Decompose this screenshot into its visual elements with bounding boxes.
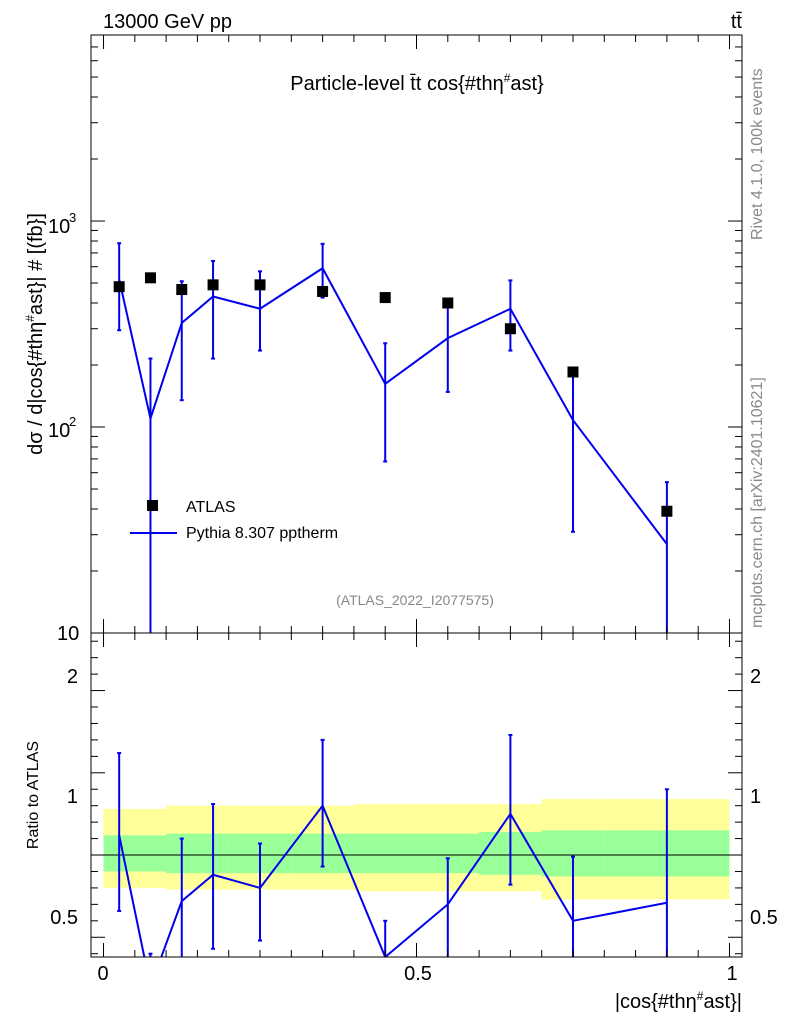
atlas-data-point	[254, 279, 266, 291]
atlas-data-point	[113, 281, 125, 293]
ratio-y-tick-label-1: 1	[67, 786, 78, 808]
ratio-plot-area	[91, 733, 742, 957]
legend-mc-label: Pythia 8.307 pptherm	[186, 525, 338, 542]
svg-text:10: 10	[48, 420, 70, 442]
header-energy-label: 13000 GeV pp	[103, 11, 232, 33]
ratio-y-tick-label-0.5: 0.5	[50, 907, 78, 929]
x-axis-label: |cos{#thη#ast}|	[615, 989, 742, 1013]
svg-text:10: 10	[48, 216, 70, 238]
ratio-y-tick-label-right-0.5: 0.5	[750, 907, 778, 929]
ratio-axis-ticks	[91, 633, 742, 957]
ratio-panel: Ratio to ATLAS 2 1 0.5 2 1 0.5 0 0.5 1 |…	[25, 632, 778, 1013]
x-tick-label-0: 0	[97, 963, 108, 985]
atlas-data-point	[442, 297, 454, 309]
ratio-frame	[90, 632, 743, 958]
y-tick-label-1000: 10 3	[48, 210, 76, 238]
main-y-axis-label: dσ / d|cos{#thη#ast}| # [(fb}]	[23, 213, 47, 455]
ratio-band-inner	[353, 833, 417, 874]
mcplots-label: mcplots.cern.ch [arXiv:2401.10621]	[749, 377, 766, 628]
atlas-data-point	[379, 292, 391, 304]
x-tick-label-0.5: 0.5	[404, 963, 432, 985]
atlas-data-point	[144, 272, 156, 284]
legend-data-marker	[147, 500, 158, 511]
ratio-series-line	[118, 803, 668, 957]
mc-series-line	[118, 266, 668, 545]
atlas-data-point	[317, 285, 329, 297]
header-process-label: tt̄	[731, 11, 743, 33]
ratio-y-tick-label-right-1: 1	[750, 786, 761, 808]
rivet-version-label: Rivet 4.1.0, 100k events	[749, 68, 766, 240]
main-title: Particle-level t̄t cos{#thη#ast}	[290, 71, 544, 95]
analysis-watermark: (ATLAS_2022_I2077575)	[336, 592, 494, 608]
svg-text:2: 2	[69, 414, 76, 429]
main-axis-ticks	[91, 34, 742, 634]
main-panel: Particle-level t̄t cos{#thη#ast} dσ / d|…	[23, 34, 743, 645]
main-plot-area	[113, 242, 673, 633]
legend-data-label: ATLAS	[186, 499, 236, 516]
ratio-band-inner	[134, 835, 167, 872]
ratio-y-tick-label-2: 2	[67, 666, 78, 688]
main-frame	[90, 34, 743, 634]
y-tick-label-10: 10	[57, 623, 79, 645]
ratio-y-tick-label-right-2: 2	[750, 666, 761, 688]
atlas-data-point	[207, 279, 219, 291]
atlas-data-point	[661, 505, 673, 517]
atlas-data-point	[567, 366, 579, 378]
legend: ATLAS Pythia 8.307 pptherm	[130, 499, 338, 542]
atlas-data-point	[176, 284, 188, 296]
x-tick-label-1: 1	[726, 963, 737, 985]
svg-text:3: 3	[69, 210, 76, 225]
atlas-data-point	[504, 323, 516, 335]
y-tick-label-100: 10 2	[48, 414, 76, 442]
svg-text:10: 10	[57, 623, 79, 645]
ratio-y-axis-label: Ratio to ATLAS	[25, 741, 42, 849]
